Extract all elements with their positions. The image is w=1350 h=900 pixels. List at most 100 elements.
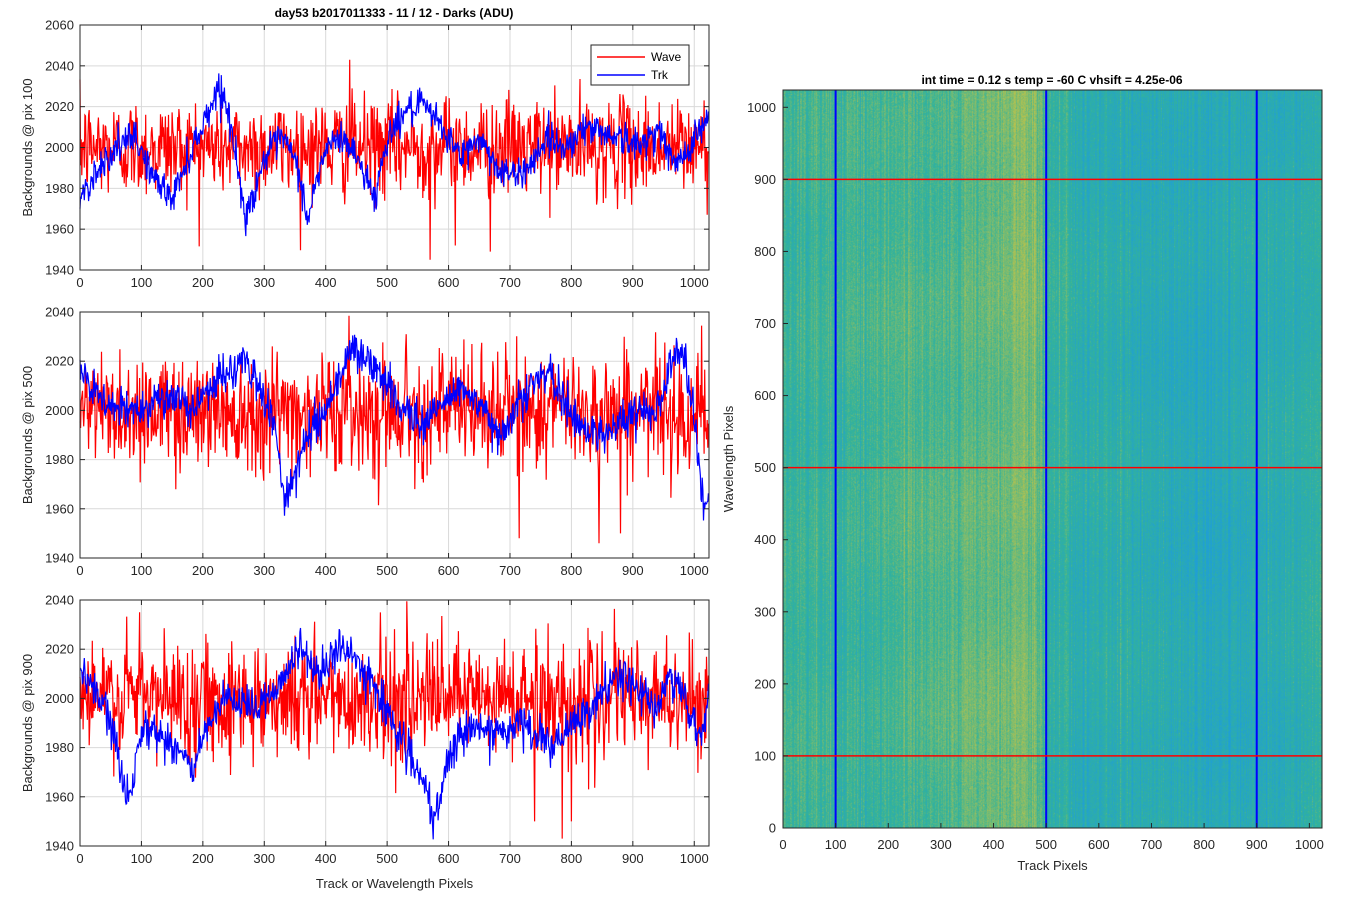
y-axis-label: Wavelength Pixels [721,405,736,512]
x-tick-label: 0 [76,851,83,866]
y-tick-label: 1960 [45,222,74,237]
line-plot-pix-500: 0 100 200 300 400 500 600 700 800 900 1000 1940 1960… [20,305,710,578]
y-tick-label: 100 [754,748,776,763]
x-tick-label: 0 [76,563,83,578]
ticks: 0 100 200 300 400 500 600 700 800 900 1000 1940 1960… [45,593,709,866]
heatmap-title: int time = 0.12 s temp = -60 C vhsift = … [921,73,1182,87]
x-tick-label: 400 [983,837,1005,852]
x-tick-label: 600 [438,275,460,290]
y-tick-label: 700 [754,316,776,331]
y-tick-label: 2000 [45,403,74,418]
x-tick-label: 100 [131,851,153,866]
y-tick-label: 2040 [45,593,74,608]
x-tick-label: 800 [561,275,583,290]
x-tick-label: 1000 [680,275,709,290]
y-tick-label: 2020 [45,99,74,114]
legend-box [590,44,690,86]
x-tick-label: 600 [1088,837,1110,852]
x-tick-label: 400 [315,851,337,866]
x-tick-label: 900 [622,563,644,578]
x-tick-label: 700 [1141,837,1163,852]
y-axis-label: Backgrounds @ pix 900 [20,654,35,792]
x-tick-label: 700 [499,275,521,290]
y-tick-label: 900 [754,172,776,187]
y-tick-label: 0 [769,821,776,836]
series-group [79,315,709,544]
y-tick-label: 1960 [45,501,74,516]
y-tick-label: 1980 [45,181,74,196]
marker-lines [783,90,1322,828]
x-tick-label: 900 [622,851,644,866]
x-tick-label: 800 [1193,837,1215,852]
x-tick-label: 100 [825,837,847,852]
y-tick-label: 2040 [45,305,74,320]
x-tick-label: 800 [561,563,583,578]
x-tick-label: 300 [253,851,275,866]
y-tick-label: 1000 [747,100,776,115]
series-group [79,601,709,840]
y-tick-label: 2060 [45,18,74,33]
ticks: 0 100 200 300 400 500 600 700 800 900 1000 1940 1960… [45,18,709,290]
x-axis-label: Track or Wavelength Pixels [316,876,474,891]
y-tick-label: 400 [754,532,776,547]
x-tick-label: 1000 [680,851,709,866]
ticks: 0 100 200 300 400 500 600 700 800 900 1000 0 100 200 3… [747,100,1324,852]
x-tick-label: 200 [192,851,214,866]
y-axis-label: Backgrounds @ pix 100 [20,78,35,216]
legend[interactable]: Wave Trk [590,44,690,86]
y-tick-label: 1940 [45,263,74,278]
y-tick-label: 2000 [45,691,74,706]
x-tick-label: 900 [1246,837,1268,852]
y-tick-label: 2020 [45,642,74,657]
series-line-trk [79,73,709,237]
y-tick-label: 300 [754,604,776,619]
legend-label-wave: Wave [651,50,682,64]
y-tick-label: 2040 [45,58,74,73]
y-axis-label: Backgrounds @ pix 500 [20,366,35,504]
x-tick-label: 600 [438,851,460,866]
x-axis-label: Track Pixels [1017,858,1088,873]
series-line-trk [79,334,709,521]
x-tick-label: 500 [376,851,398,866]
y-tick-label: 500 [754,460,776,475]
x-tick-label: 200 [192,275,214,290]
y-tick-label: 1940 [45,839,74,854]
x-tick-label: 700 [499,851,521,866]
y-tick-label: 1960 [45,789,74,804]
y-tick-label: 200 [754,676,776,691]
x-tick-label: 400 [315,275,337,290]
y-tick-label: 1980 [45,452,74,467]
heatmap-image [783,90,1322,828]
axes-frame [79,599,710,847]
y-tick-label: 2020 [45,354,74,369]
x-tick-label: 200 [877,837,899,852]
y-tick-label: 800 [754,244,776,259]
x-tick-label: 500 [376,275,398,290]
x-tick-label: 500 [1035,837,1057,852]
x-tick-label: 100 [131,563,153,578]
y-tick-label: 1940 [45,551,74,566]
series-line-wave [79,59,709,260]
series-line-wave [79,601,709,839]
y-tick-label: 600 [754,388,776,403]
y-tick-label: 1980 [45,740,74,755]
legend-label-trk: Trk [651,68,669,82]
ticks: 0 100 200 300 400 500 600 700 800 900 1000 1940 1960… [45,305,709,578]
x-tick-label: 600 [438,563,460,578]
x-tick-label: 500 [376,563,398,578]
x-tick-label: 300 [930,837,952,852]
axes-frame [782,89,1323,829]
x-tick-label: 900 [622,275,644,290]
x-tick-label: 400 [315,563,337,578]
x-tick-label: 300 [253,563,275,578]
x-tick-label: 300 [253,275,275,290]
x-tick-label: 200 [192,563,214,578]
x-tick-label: 1000 [1295,837,1324,852]
x-tick-label: 700 [499,563,521,578]
x-tick-label: 1000 [680,563,709,578]
series-line-trk [79,627,709,840]
line-plot-pix-100: 0 100 200 300 400 500 600 700 800 900 1000 1940 1960… [20,18,710,290]
figure-title: day53 b2017011333 - 11 / 12 - Darks (ADU… [275,6,514,20]
x-tick-label: 0 [76,275,83,290]
